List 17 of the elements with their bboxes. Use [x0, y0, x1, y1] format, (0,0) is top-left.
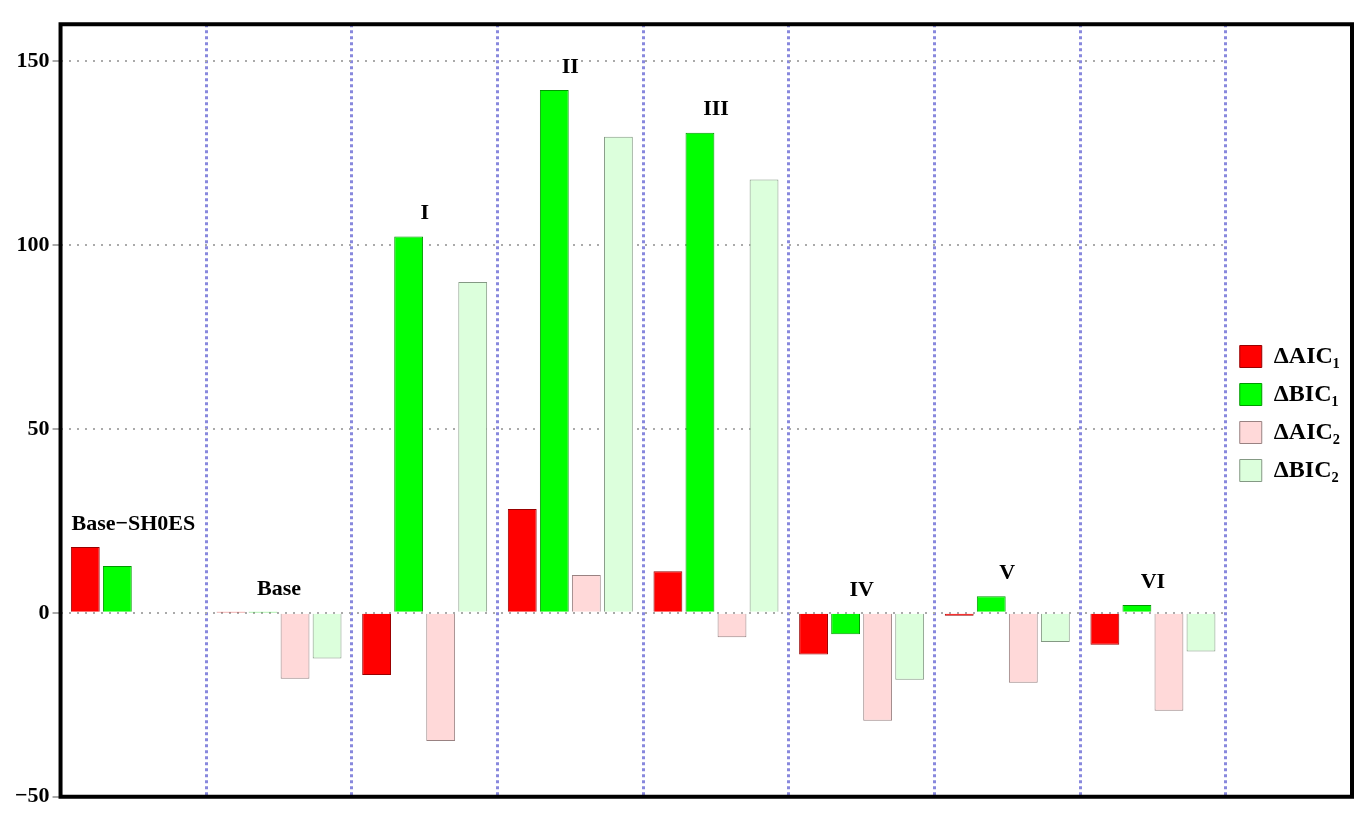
y-tick-label: 0	[38, 598, 50, 624]
x-tick-label: Base	[257, 575, 302, 601]
legend-label: ΔAIC₁	[1273, 341, 1340, 368]
x-tick-label: I	[420, 199, 429, 225]
y-tick-label: −50	[14, 782, 50, 808]
legend-label: ΔBIC₁	[1273, 379, 1339, 406]
y-tick-label: 150	[16, 46, 50, 72]
legend-label: ΔAIC₂	[1273, 417, 1340, 444]
x-tick-label: IV	[849, 575, 874, 601]
x-tick-label: III	[703, 95, 729, 121]
x-tick-label: II	[561, 52, 579, 78]
y-tick-label: 100	[16, 230, 50, 256]
legend-label: ΔBIC₂	[1273, 455, 1339, 482]
y-tick-label: 50	[27, 414, 50, 440]
x-tick-label: Base−SH0ES	[71, 509, 196, 535]
x-tick-label: VI	[1140, 567, 1166, 593]
x-tick-label: V	[999, 558, 1016, 584]
